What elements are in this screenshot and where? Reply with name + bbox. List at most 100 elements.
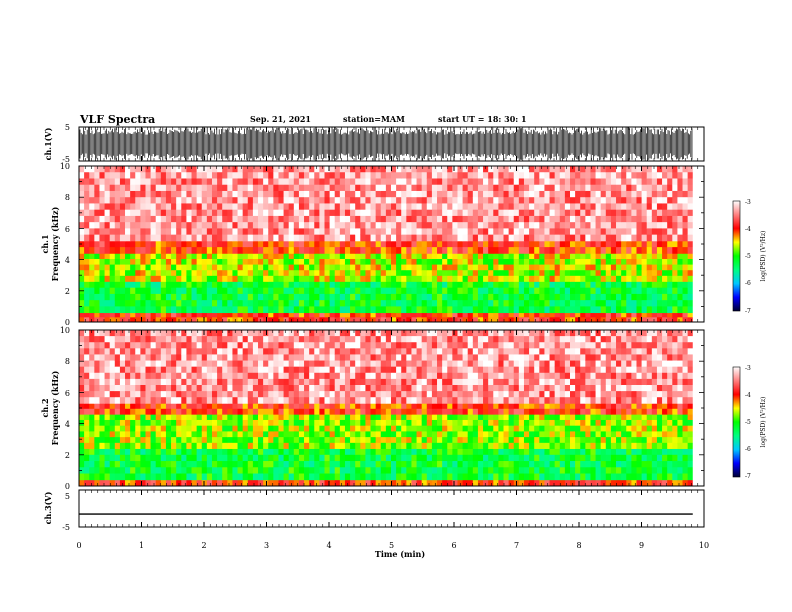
spectrogram-cell-band-2	[99, 270, 105, 277]
spectrogram-cell-band-3	[232, 240, 238, 248]
spectrogram-cell-band-2	[559, 264, 566, 271]
spectrogram-cell-band-4	[360, 209, 366, 217]
spectrogram-cell-band-4	[94, 190, 100, 198]
spectrogram-cell-band-2	[237, 253, 244, 260]
spectrogram-cell-band-1	[390, 461, 397, 468]
spectrogram-cell-band-1	[651, 467, 658, 474]
spectrogram-cell-band-2	[334, 414, 341, 421]
spectrogram-cell-band-1	[437, 467, 443, 474]
spectrogram-cell-band-4	[365, 222, 371, 229]
spectrogram-cell-band-1	[570, 448, 576, 456]
spectrogram-cell-band-2	[375, 270, 382, 277]
spectrogram-cell-band-4	[396, 215, 402, 223]
spectrogram-cell-band-1	[339, 448, 346, 456]
spectrogram-cell-band-2	[324, 425, 331, 432]
spectrogram-cell-band-0	[385, 479, 392, 487]
spectrogram-cell-band-2	[344, 258, 351, 265]
spectrogram-cell-band-1	[79, 473, 85, 481]
spectrogram-cell-band-2	[365, 425, 371, 432]
spectrogram-cell-band-0	[431, 479, 438, 487]
spectrogram-cell-band-4	[411, 166, 417, 173]
spectrogram-cell-band-1	[457, 461, 463, 468]
spectrogram-cell-band-1	[309, 454, 315, 462]
spectrogram-cell-band-4	[539, 203, 545, 211]
spectrogram-cell-band-4	[252, 234, 259, 242]
spectrogram-cell-band-0	[329, 312, 336, 318]
spectrogram-cell-band-2	[421, 275, 428, 282]
spectrogram-cell-band-4	[89, 228, 95, 236]
spectrogram-cell-band-2	[350, 437, 356, 444]
spectrogram-cell-band-4	[165, 215, 172, 223]
spectrogram-cell-band-2	[477, 258, 484, 265]
spectrogram-cell-band-2	[314, 270, 320, 277]
spectrogram-cell-band-4	[559, 228, 566, 236]
spectrogram-cell-band-4	[94, 234, 100, 242]
spectrogram-cell-band-0	[600, 479, 607, 487]
spectrogram-cell-band-2	[355, 425, 361, 432]
spectrogram-cell-band-4	[150, 172, 157, 179]
spectrogram-cell-band-4	[375, 228, 382, 236]
spectrogram-cell-band-1	[498, 281, 504, 289]
spectrogram-cell-band-1	[595, 473, 602, 481]
spectrogram-cell-band-4	[211, 215, 218, 223]
spectrogram-cell-band-2	[447, 275, 453, 282]
spectrogram-cell-band-2	[406, 442, 412, 449]
spectrogram-cell-band-2	[672, 270, 678, 277]
spectrogram-cell-band-3	[554, 240, 561, 248]
spectrogram-cell-band-4	[610, 184, 617, 192]
spectrogram-cell-band-4	[104, 222, 111, 229]
spectrogram-cell-band-2	[130, 425, 136, 432]
spectrogram-cell-band-2	[646, 258, 653, 265]
spectrogram-cell-band-4	[247, 166, 254, 173]
spectrogram-cell-band-1	[636, 448, 642, 456]
spectrogram-cell-band-4	[687, 215, 694, 223]
spectrogram-cell-band-4	[421, 190, 428, 198]
spectrogram-cell-band-2	[513, 442, 520, 449]
spectrogram-cell-band-0	[631, 312, 637, 318]
spectrogram-cell-band-4	[191, 203, 198, 211]
spectrogram-cell-band-1	[176, 454, 182, 462]
spectrogram-cell-band-2	[600, 414, 607, 421]
spectrogram-cell-band-4	[544, 228, 550, 236]
spectrogram-cell-band-4	[544, 222, 550, 229]
spectrogram-cell-band-2	[314, 437, 320, 444]
spectrogram-cell-band-2	[442, 414, 448, 421]
spectrogram-cell-band-3	[319, 247, 325, 254]
spectrogram-cell-band-4	[667, 222, 673, 229]
spectrogram-cell-band-1	[549, 448, 556, 456]
spectrogram-cell-band-2	[477, 264, 484, 271]
spectrogram-cell-band-4	[523, 228, 530, 236]
spectrogram-cell-band-2	[319, 437, 325, 444]
spectrogram-cell-band-1	[570, 467, 576, 474]
spectrogram-cell-band-4	[227, 209, 233, 217]
spectrogram-cell-band-1	[135, 300, 141, 307]
spectrogram-cell-band-0	[247, 312, 254, 318]
spectrogram-cell-band-2	[493, 431, 499, 438]
spectrogram-cell-band-1	[452, 281, 458, 289]
spectrogram-cell-band-2	[646, 264, 653, 271]
spectrogram-cell-band-4	[656, 203, 663, 211]
spectrogram-cell-band-4	[472, 190, 479, 198]
spectrogram-cell-band-1	[334, 461, 341, 468]
spectrogram-cell-band-2	[472, 264, 479, 271]
spectrogram-cell-band-2	[416, 414, 423, 421]
spectrogram-cell-band-0	[416, 317, 423, 323]
spectrogram-cell-band-2	[426, 253, 433, 260]
spectrogram-cell-band-2	[119, 270, 126, 277]
spectrogram-cell-band-1	[529, 300, 535, 307]
spectrogram-cell-band-4	[79, 222, 85, 229]
spectrogram-cell-band-2	[447, 253, 453, 260]
spectrogram-cell-band-2	[631, 270, 637, 277]
spectrogram-cell-band-4	[119, 172, 126, 179]
spectrogram-cell-band-1	[150, 473, 157, 481]
spectrogram-cell-band-3	[600, 240, 607, 248]
spectrogram-cell-band-2	[518, 264, 525, 271]
spectrogram-cell-band-3	[396, 240, 402, 248]
spectrogram-cell-band-3	[89, 247, 95, 254]
spectrogram-cell-band-1	[283, 448, 290, 456]
spectrogram-cell-band-1	[298, 306, 305, 314]
spectrogram-cell-band-2	[416, 431, 423, 438]
spectrogram-cell-band-4	[426, 203, 433, 211]
spectrogram-cell-band-2	[140, 419, 146, 427]
spectrogram-cell-band-2	[232, 275, 238, 282]
